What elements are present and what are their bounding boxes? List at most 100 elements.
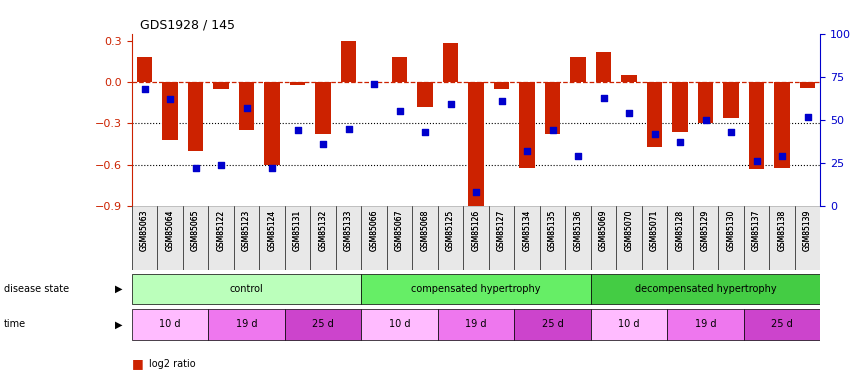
Bar [264,82,280,165]
Text: 10 d: 10 d [159,320,181,329]
FancyBboxPatch shape [540,206,565,270]
Text: GSM85135: GSM85135 [548,209,557,251]
Text: GSM85138: GSM85138 [778,209,786,251]
FancyBboxPatch shape [693,206,718,270]
Text: 25 d: 25 d [771,320,793,329]
Text: GSM85065: GSM85065 [191,209,200,251]
Bar [698,82,713,123]
FancyBboxPatch shape [438,309,514,340]
Point [724,129,738,135]
Point [189,165,202,171]
FancyBboxPatch shape [514,206,540,270]
Point [393,108,406,114]
Text: 25 d: 25 d [541,320,564,329]
Text: GSM85063: GSM85063 [140,209,149,251]
Point [648,131,661,137]
Point [291,128,304,134]
Bar [672,82,688,132]
Text: 19 d: 19 d [694,320,717,329]
Text: 25 d: 25 d [312,320,334,329]
FancyBboxPatch shape [795,206,820,270]
Point [444,102,457,108]
Bar [647,82,662,147]
Text: GSM85130: GSM85130 [727,209,735,251]
FancyBboxPatch shape [132,206,157,270]
Text: GSM85125: GSM85125 [446,209,455,251]
Text: GSM85067: GSM85067 [395,209,404,251]
Text: GSM85126: GSM85126 [472,209,480,251]
Text: 19 d: 19 d [235,320,258,329]
FancyBboxPatch shape [310,206,336,270]
Text: GDS1928 / 145: GDS1928 / 145 [140,19,235,32]
Bar [290,82,305,85]
FancyBboxPatch shape [591,274,820,304]
Point [775,153,789,159]
Text: GSM85129: GSM85129 [701,209,710,251]
Bar [392,57,407,82]
Text: GSM85135: GSM85135 [548,209,557,251]
Point [214,162,228,168]
Text: GSM85133: GSM85133 [344,209,353,251]
Point [546,128,559,134]
FancyBboxPatch shape [514,309,591,340]
Text: GSM85123: GSM85123 [242,209,251,251]
FancyBboxPatch shape [387,206,412,270]
FancyBboxPatch shape [259,206,285,270]
FancyBboxPatch shape [361,274,591,304]
Text: GSM85129: GSM85129 [701,209,710,251]
Text: control: control [230,284,264,294]
Bar [596,52,611,82]
FancyBboxPatch shape [667,309,744,340]
Text: GSM85136: GSM85136 [574,209,582,251]
Text: GSM85134: GSM85134 [523,209,531,251]
Text: GSM85139: GSM85139 [803,209,812,251]
Bar [341,40,356,82]
Bar [137,57,152,82]
Text: ■: ■ [132,357,144,370]
Text: 10 d: 10 d [388,320,411,329]
Text: GSM85130: GSM85130 [727,209,735,251]
Point [520,148,534,154]
FancyBboxPatch shape [208,309,285,340]
Text: GSM85066: GSM85066 [370,209,378,251]
Bar [494,82,509,89]
Text: GSM85136: GSM85136 [574,209,582,251]
Bar [315,82,331,135]
Bar [621,75,637,82]
Text: GSM85138: GSM85138 [778,209,786,251]
Bar [468,82,484,209]
Point [469,189,483,195]
Point [495,98,508,104]
FancyBboxPatch shape [667,206,693,270]
FancyBboxPatch shape [591,206,616,270]
Point [571,153,585,159]
Bar [162,82,178,140]
Point [138,86,151,92]
Text: GSM85127: GSM85127 [497,209,506,251]
Text: GSM85064: GSM85064 [166,209,174,251]
Text: GSM85068: GSM85068 [421,209,429,251]
Bar [800,82,815,88]
FancyBboxPatch shape [285,206,310,270]
FancyBboxPatch shape [718,206,744,270]
Point [265,165,279,171]
FancyBboxPatch shape [361,206,387,270]
FancyBboxPatch shape [285,309,361,340]
FancyBboxPatch shape [744,206,769,270]
Text: GSM85122: GSM85122 [217,209,225,251]
Text: GSM85125: GSM85125 [446,209,455,251]
Text: GSM85132: GSM85132 [319,209,327,251]
Bar [749,82,764,169]
Point [801,114,814,120]
Text: GSM85128: GSM85128 [676,209,684,251]
Bar [239,82,254,130]
Text: GSM85124: GSM85124 [268,209,276,251]
Point [240,105,253,111]
Text: disease state: disease state [4,284,70,294]
Text: GSM85124: GSM85124 [268,209,276,251]
Point [699,117,712,123]
Text: GSM85131: GSM85131 [293,209,302,251]
Text: time: time [4,320,26,329]
Point [673,140,687,146]
Text: GSM85132: GSM85132 [319,209,327,251]
